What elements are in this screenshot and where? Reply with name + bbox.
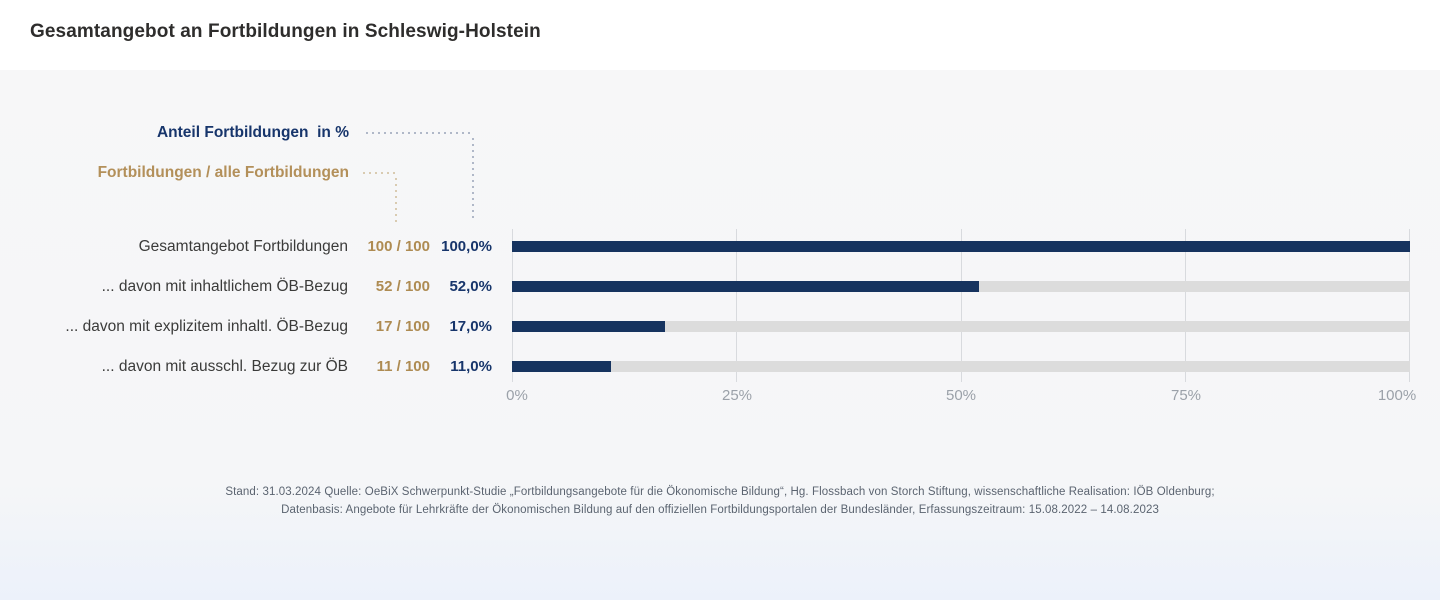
gridline-0pct (512, 229, 513, 382)
row-percent: 100,0% (441, 238, 492, 255)
row-percent: 52,0% (449, 278, 492, 295)
page-title: Gesamtangebot an Fortbildungen in Schles… (30, 21, 541, 42)
gridline-50pct (961, 229, 962, 382)
row-ratio: 100 / 100 (367, 238, 430, 255)
row-label: ... davon mit ausschl. Bezug zur ÖB (101, 358, 348, 375)
legend-ratio-label: Fortbildungen / alle Fortbildungen (97, 164, 349, 181)
bar-track (512, 241, 1410, 252)
row-label: Gesamtangebot Fortbildungen (138, 238, 348, 255)
row-label: ... davon mit explizitem inhaltl. ÖB-Bez… (65, 318, 348, 335)
bar-track (512, 281, 1410, 292)
bar-fill-2 (512, 321, 665, 332)
legend-percent-label: Anteil Fortbildungen in % (156, 124, 349, 141)
xtick-label-75: 75% (1170, 387, 1202, 404)
bar-fill-3 (512, 361, 611, 372)
gridline-25pct (736, 229, 737, 382)
xtick-label-25: 25% (721, 387, 753, 404)
bar-fill-1 (512, 281, 979, 292)
gridline-100pct (1409, 229, 1410, 382)
row-ratio: 11 / 100 (376, 358, 430, 375)
legend-percent-leader-horizontal (366, 132, 474, 134)
row-percent: 11,0% (450, 358, 492, 375)
row-ratio: 17 / 100 (375, 318, 430, 335)
xtick-label-0: 0% (506, 387, 528, 404)
source-note-line2: Datenbasis: Angebote für Lehrkräfte der … (281, 504, 1159, 516)
header: Gesamtangebot an Fortbildungen in Schles… (0, 0, 1440, 70)
legend-ratio-leader-horizontal (363, 172, 395, 174)
row-ratio: 52 / 100 (375, 278, 430, 295)
xtick-label-50: 50% (945, 387, 977, 404)
xtick-label-100: 100% (1377, 387, 1417, 404)
legend-ratio-leader-vertical (395, 178, 397, 222)
row-percent: 17,0% (449, 318, 492, 335)
bar-track (512, 361, 1410, 372)
gridline-75pct (1185, 229, 1186, 382)
source-note-line1: Stand: 31.03.2024 Quelle: OeBiX Schwerpu… (225, 486, 1215, 498)
bar-track (512, 321, 1410, 332)
chart-panel: Anteil Fortbildungen in % Fortbildungen … (0, 70, 1440, 600)
row-label: ... davon mit inhaltlichem ÖB-Bezug (101, 278, 348, 295)
legend-percent-leader-vertical (472, 138, 474, 222)
bar-fill-0 (512, 241, 1410, 252)
